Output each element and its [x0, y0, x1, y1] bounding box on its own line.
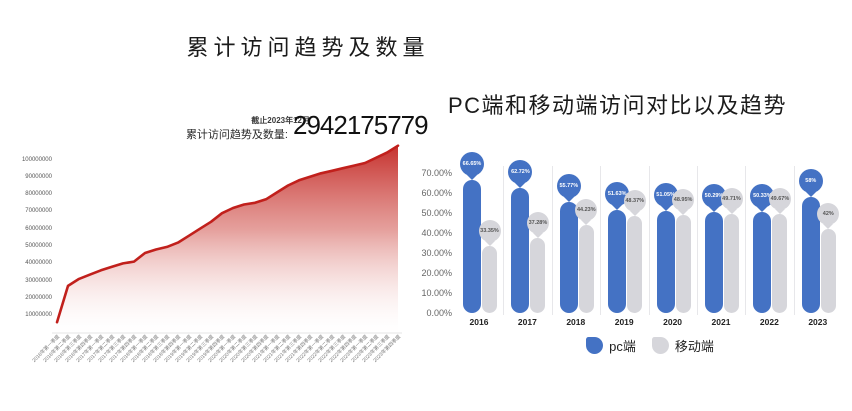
group-separator-line	[551, 166, 553, 315]
area-fill	[57, 145, 398, 333]
area-chart-svg	[52, 144, 402, 334]
mobile-value-balloon: 49.71%	[720, 187, 743, 210]
x-axis-year-label: 2023	[808, 317, 828, 327]
mobile-bar	[482, 246, 497, 313]
mobile-value-balloon: 33.35%	[478, 220, 501, 243]
y-axis-tick-label: 50000000	[25, 243, 52, 250]
mobile-value-balloon: 48.95%	[672, 189, 695, 212]
pc-drop-icon	[586, 337, 604, 354]
total-visits-value: 2942175779	[293, 110, 429, 140]
y-axis-tick-label: 80000000	[25, 191, 52, 198]
trend-line	[55, 144, 400, 324]
y-axis-tick-label: 90000000	[25, 173, 52, 180]
y-axis-tick-label: 70000000	[25, 208, 52, 215]
legend-item-pc: pc端	[586, 336, 636, 355]
y-axis-tick-label: 0.00%	[426, 308, 452, 318]
pc-value-balloon: 55.77%	[556, 173, 581, 198]
y-axis-tick-label: 10000000	[25, 312, 52, 319]
y-axis-tick-label: 70.00%	[421, 168, 452, 178]
mobile-bar	[675, 215, 691, 313]
mobile-bar	[820, 229, 836, 313]
y-axis-tick-label: 30000000	[25, 277, 52, 284]
y-axis-tick-label: 60000000	[25, 225, 52, 232]
x-axis-year-label: 2020	[663, 317, 683, 327]
pc-value-balloon: 58%	[798, 169, 823, 193]
x-axis-year-label: 2018	[566, 317, 586, 327]
y-axis-tick-label: 30.00%	[421, 248, 452, 258]
pc-value-balloon: 62.72%	[508, 159, 533, 184]
chart-legend: pc端 移动端	[455, 336, 845, 355]
mobile-bar	[627, 216, 643, 313]
mobile-bar	[772, 213, 788, 313]
x-axis-year-label: 2019	[614, 317, 634, 327]
group-separator-line	[793, 166, 795, 315]
group-separator-line	[648, 166, 650, 315]
y-axis-tick-label: 10.00%	[421, 288, 452, 298]
pc-bar	[559, 201, 578, 313]
mobile-bar	[724, 213, 739, 313]
pc-bar	[463, 179, 481, 313]
legend-label-mobile: 移动端	[674, 339, 714, 354]
right-chart-title: PC端和移动端访问对比以及趋势	[448, 93, 788, 118]
asof-date-label: 截止2023年12月	[251, 116, 310, 125]
legend-label-pc: pc端	[609, 339, 636, 354]
pc-bar	[511, 187, 530, 313]
pc-bar	[608, 209, 627, 313]
y-axis-tick-label: 50.00%	[421, 208, 452, 218]
y-axis-tick-label: 40000000	[25, 260, 52, 267]
y-axis-tick-label: 20000000	[25, 294, 52, 301]
left-chart-title: 累计访问趋势及数量	[186, 35, 430, 60]
y-axis-tick-label: 20.00%	[421, 268, 452, 278]
area-chart-plot: 100000000 90000000 80000000 70000000 6000000…	[21, 144, 402, 364]
x-axis-year-label: 2016	[469, 317, 489, 327]
pc-bar	[705, 212, 723, 313]
mobile-drop-icon	[651, 337, 669, 354]
x-axis-year-label: 2017	[517, 317, 537, 327]
mobile-bar	[578, 224, 594, 313]
pc-bar	[656, 210, 675, 313]
y-axis-tick-label: 40.00%	[421, 228, 452, 238]
y-axis-tick-label: 100000000	[21, 156, 52, 163]
mobile-value-balloon: 44.23%	[575, 198, 598, 221]
group-separator-line	[745, 166, 747, 315]
mobile-value-balloon: 49.67%	[768, 187, 791, 210]
pc-value-balloon: 66.65%	[460, 151, 484, 176]
y-axis-tick-label: 60.00%	[421, 188, 452, 198]
group-separator-line	[697, 166, 698, 315]
total-visits-label: 累计访问趋势及数量:	[185, 129, 288, 141]
group-separator-line	[600, 166, 602, 315]
mobile-value-balloon: 37.28%	[526, 212, 549, 235]
pc-bar	[801, 197, 820, 313]
mobile-value-balloon: 42%	[817, 203, 840, 225]
mobile-bar	[530, 238, 546, 313]
mobile-value-balloon: 48.37%	[623, 190, 646, 213]
group-separator-line	[503, 166, 505, 315]
x-axis-year-label: 2021	[711, 317, 731, 327]
pc-bar	[753, 212, 772, 313]
legend-item-mobile: 移动端	[651, 336, 714, 355]
x-axis-year-label: 2022	[759, 317, 779, 327]
